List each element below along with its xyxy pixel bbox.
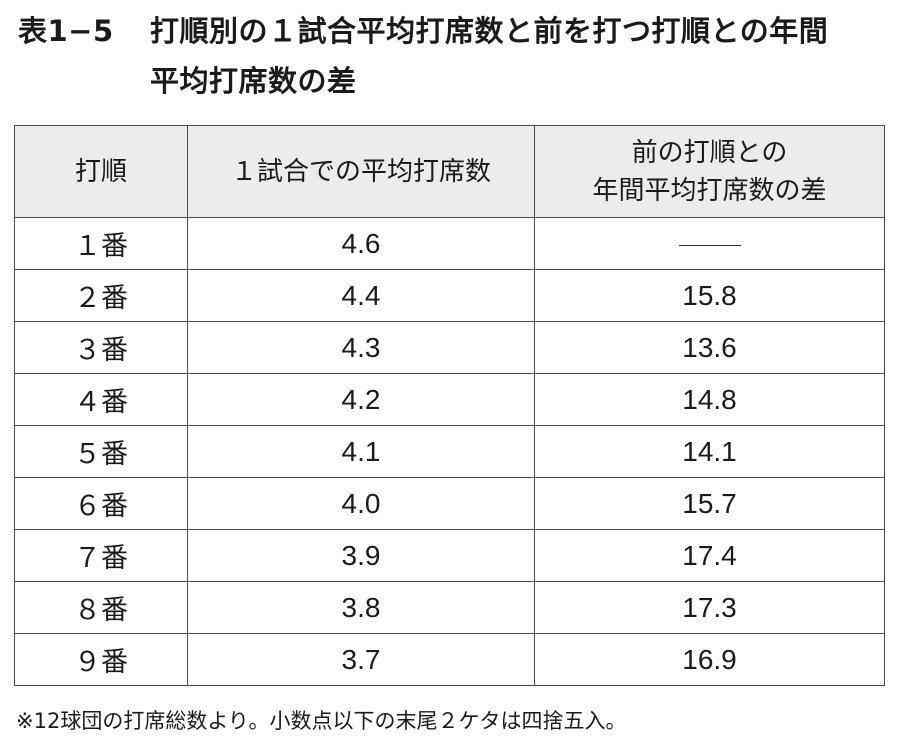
order-cell: ３番 (14, 321, 188, 374)
diff-cell: 14.8 (534, 373, 885, 426)
header-annual-diff: 前の打順との 年間平均打席数の差 (534, 125, 885, 218)
title-line-1: 表1−5 打順別の１試合平均打席数と前を打つ打順との年間 (18, 6, 888, 56)
avg-cell: 4.2 (187, 373, 535, 426)
table-row: ３番 4.3 13.6 (14, 321, 885, 374)
avg-cell: 3.9 (187, 529, 535, 582)
header-avg-plate-appearances: １試合での平均打席数 (187, 125, 535, 218)
title-line-2: 平均打席数の差 (150, 64, 357, 98)
table-row: ６番 4.0 15.7 (14, 477, 885, 530)
table-row: ４番 4.2 14.8 (14, 373, 885, 426)
diff-cell: 14.1 (534, 425, 885, 478)
diff-cell (534, 217, 885, 270)
diff-cell: 15.7 (534, 477, 885, 530)
table-title: 表1−5 打順別の１試合平均打席数と前を打つ打順との年間 平均打席数の差 (18, 6, 888, 106)
table-number: 表1−5 (18, 14, 114, 48)
diff-cell: 17.4 (534, 529, 885, 582)
order-cell: ５番 (14, 425, 188, 478)
diff-cell: 13.6 (534, 321, 885, 374)
footnote: ※12球団の打席総数より。小数点以下の末尾２ケタは四捨五入。 (16, 709, 627, 733)
table-row: １番 4.6 (14, 217, 885, 270)
avg-cell: 4.0 (187, 477, 535, 530)
table-row: ９番 3.7 16.9 (14, 633, 885, 686)
avg-cell: 4.1 (187, 425, 535, 478)
diff-cell: 15.8 (534, 269, 885, 322)
header-annual-diff-line2: 年間平均打席数の差 (592, 175, 827, 206)
order-cell: ４番 (14, 373, 188, 426)
table-row: ５番 4.1 14.1 (14, 425, 885, 478)
diff-cell: 16.9 (534, 633, 885, 686)
avg-cell: 3.7 (187, 633, 535, 686)
order-cell: ６番 (14, 477, 188, 530)
no-value-dash (678, 244, 741, 246)
table-row: ２番 4.4 15.8 (14, 269, 885, 322)
order-cell: ９番 (14, 633, 188, 686)
avg-cell: 4.3 (187, 321, 535, 374)
title-text-1: 打順別の１試合平均打席数と前を打つ打順との年間 (150, 14, 829, 48)
batting-order-table: 打順 １試合での平均打席数 前の打順との 年間平均打席数の差 １番 4.6 ２番… (14, 125, 885, 686)
order-cell: ８番 (14, 581, 188, 634)
header-order: 打順 (14, 125, 188, 218)
avg-cell: 4.6 (187, 217, 535, 270)
order-cell: ７番 (14, 529, 188, 582)
avg-cell: 4.4 (187, 269, 535, 322)
table-row: ７番 3.9 17.4 (14, 529, 885, 582)
table-row: ８番 3.8 17.3 (14, 581, 885, 634)
avg-cell: 3.8 (187, 581, 535, 634)
order-cell: １番 (14, 217, 188, 270)
header-annual-diff-line1: 前の打順との (631, 137, 788, 168)
diff-cell: 17.3 (534, 581, 885, 634)
order-cell: ２番 (14, 269, 188, 322)
header-row: 打順 １試合での平均打席数 前の打順との 年間平均打席数の差 (14, 125, 885, 218)
